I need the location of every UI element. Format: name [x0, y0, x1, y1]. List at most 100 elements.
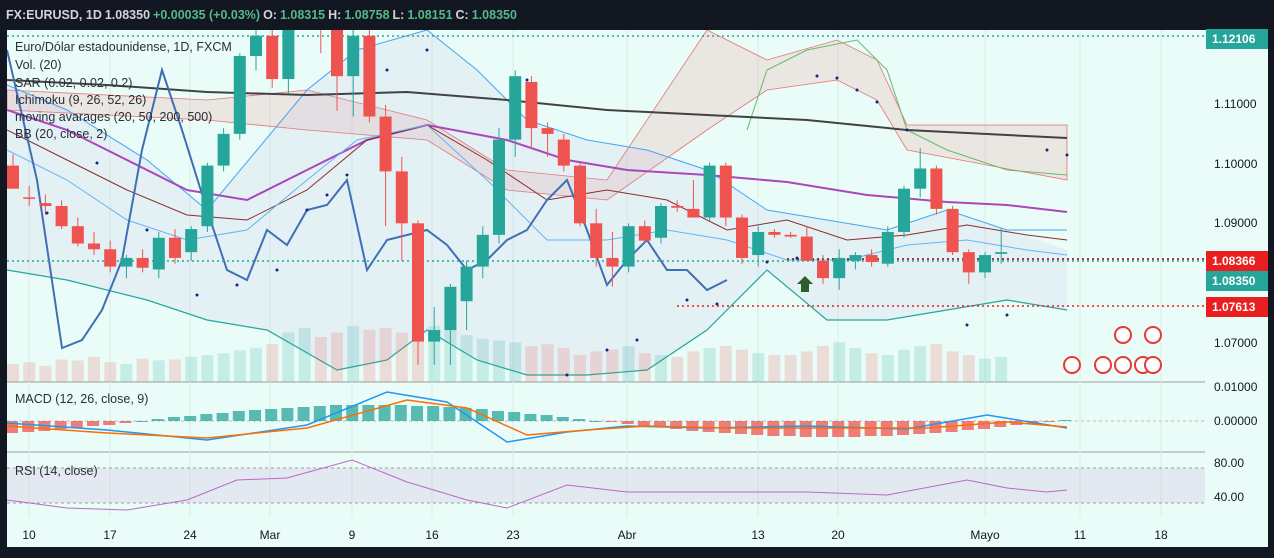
candle-body — [817, 260, 829, 279]
symbol-label[interactable]: FX:EURUSD, 1D — [6, 8, 102, 22]
macd-histogram-bar — [621, 421, 634, 424]
time-axis-label: Mayo — [970, 528, 1000, 542]
candle-body — [152, 237, 165, 270]
legend-sar[interactable]: SAR (0.02, 0.02, 0.2) — [15, 76, 133, 90]
legend-rsi[interactable]: RSI (14, close) — [15, 464, 98, 478]
volume-bar — [784, 355, 797, 382]
macd-histogram-bar — [394, 405, 407, 421]
event-flag-icon — [1114, 326, 1132, 344]
volume-bar — [298, 328, 311, 382]
volume-bar — [185, 356, 198, 382]
candle-body — [687, 208, 700, 218]
sar-dot — [565, 373, 569, 377]
chart-canvas[interactable] — [7, 30, 1205, 547]
candle-body — [250, 35, 262, 56]
candle-body — [395, 171, 408, 224]
macd-axis-label: 0.00000 — [1214, 414, 1258, 428]
volume-bar — [962, 355, 975, 382]
sar-dot — [1065, 153, 1069, 157]
candle-body — [185, 229, 198, 253]
candle-body — [444, 286, 457, 331]
time-axis-label: 17 — [103, 528, 117, 542]
candle-body — [233, 55, 246, 134]
sar-dot — [95, 161, 99, 165]
rsi-line — [7, 459, 1068, 511]
sar-dot — [855, 88, 859, 92]
price-change: +0.00035 (+0.03%) — [153, 8, 261, 22]
legend-moving-averages[interactable]: moving avarages (20, 50, 200, 500) — [15, 110, 213, 124]
candle-body — [217, 133, 230, 166]
volume-bar — [476, 338, 489, 382]
time-axis-label: 20 — [831, 528, 845, 542]
volume-bar — [849, 347, 862, 382]
macd-histogram-bar — [216, 413, 229, 421]
moving-average-200 — [7, 109, 1068, 213]
chart-pane[interactable] — [7, 30, 1205, 547]
macd-histogram-bar — [540, 415, 553, 421]
macd-histogram-bar — [702, 421, 715, 432]
sar-dot — [525, 78, 529, 82]
macd-histogram-bar — [87, 421, 99, 426]
macd-histogram-bar — [848, 421, 861, 437]
volume-bar — [460, 335, 473, 382]
candle-body — [525, 81, 538, 129]
sar-dot — [385, 68, 389, 72]
macd-histogram-bar — [297, 407, 310, 421]
volume-bar — [557, 347, 570, 382]
volume-bar — [88, 356, 100, 382]
macd-histogram-bar — [346, 405, 359, 421]
open-label: O: — [263, 8, 277, 22]
price-badge-last: 1.08350 — [1206, 271, 1268, 291]
price-axis-label: 1.07000 — [1214, 336, 1258, 350]
legend-ichimoku[interactable]: Ichimoku (9, 26, 52, 26) — [15, 93, 147, 107]
candle-body — [557, 139, 570, 166]
volume-bar — [655, 355, 667, 382]
candle-body — [104, 249, 117, 267]
time-axis-label: 16 — [425, 528, 439, 542]
legend-bollinger[interactable]: BB (20, close, 2) — [15, 127, 108, 141]
sar-dot — [605, 348, 609, 352]
sar-dot — [685, 298, 689, 302]
candle-body — [428, 330, 441, 342]
candle-body — [363, 35, 376, 117]
volume-bar — [687, 351, 700, 382]
candle-body — [881, 231, 894, 264]
macd-axis-label: 0.01000 — [1214, 380, 1258, 394]
low-label: L: — [392, 8, 405, 22]
volume-bar — [898, 349, 910, 382]
candle-body — [930, 168, 943, 209]
volume-bar — [331, 332, 343, 382]
volume-bar — [493, 340, 505, 382]
volume-bar — [201, 355, 214, 382]
moving-average-500 — [7, 79, 1068, 139]
candle-body — [493, 139, 505, 235]
volume-bar — [39, 365, 52, 382]
volume-bar — [233, 350, 246, 382]
sar-dot — [765, 260, 769, 264]
candle-body — [638, 226, 651, 241]
candle-body — [136, 257, 149, 268]
sar-dot — [815, 74, 819, 78]
volume-bar — [719, 346, 732, 382]
legend-macd[interactable]: MACD (12, 26, close, 9) — [15, 392, 149, 406]
candle-body — [39, 203, 52, 206]
bollinger-lower — [7, 269, 1068, 376]
volume-bar — [266, 344, 279, 382]
price-axis-label: 1.11000 — [1214, 97, 1257, 111]
sar-dot — [835, 76, 839, 80]
candle-body — [476, 234, 489, 267]
volume-bar — [71, 360, 84, 382]
volume-bar — [7, 364, 19, 382]
rsi-band — [7, 468, 1205, 503]
legend-vol[interactable]: Vol. (20) — [15, 58, 62, 72]
candle-body — [509, 76, 522, 140]
sar-dot — [45, 211, 49, 215]
sar-dot — [795, 256, 799, 260]
sar-dot — [875, 100, 879, 104]
sar-dot — [1005, 313, 1009, 317]
candle-body — [606, 257, 619, 267]
candle-body — [962, 252, 975, 273]
volume-bar — [914, 346, 927, 382]
price-badge-low: 1.07613 — [1206, 297, 1268, 317]
candle-body — [752, 231, 765, 256]
